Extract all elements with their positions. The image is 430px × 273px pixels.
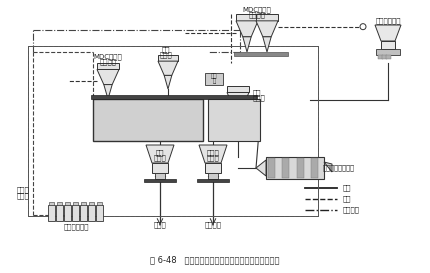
Text: 气体: 气体 <box>342 196 351 202</box>
Bar <box>81 202 86 205</box>
Bar <box>377 55 382 59</box>
Polygon shape <box>323 162 331 172</box>
Text: 分离器: 分离器 <box>252 95 265 101</box>
Bar <box>311 158 318 178</box>
Text: 脱除尘器: 脱除尘器 <box>248 12 265 18</box>
Polygon shape <box>255 160 265 176</box>
Text: 来自烧成窑头热风: 来自烧成窑头热风 <box>322 165 354 171</box>
Text: MDC型煤磨: MDC型煤磨 <box>242 7 271 13</box>
Bar <box>208 99 259 141</box>
Text: 来自原煤输送: 来自原煤输送 <box>375 18 400 24</box>
Text: 防爆: 防爆 <box>210 73 217 79</box>
Bar <box>144 179 175 182</box>
Bar <box>91 95 256 99</box>
Bar <box>93 99 203 141</box>
Text: 旋头阀: 旋头阀 <box>17 187 30 193</box>
Bar <box>208 173 218 179</box>
Text: 煤粉仓: 煤粉仓 <box>153 155 166 161</box>
Bar <box>155 173 165 179</box>
Text: 细粉: 细粉 <box>161 47 170 53</box>
Bar <box>72 205 79 221</box>
Bar <box>48 205 55 221</box>
Bar <box>73 202 78 205</box>
Text: 脱除尘器: 脱除尘器 <box>99 59 116 65</box>
Polygon shape <box>236 21 258 37</box>
Text: 自动灭火装置: 自动灭火装置 <box>63 224 89 230</box>
Text: 去窑头: 去窑头 <box>153 222 166 228</box>
Bar <box>152 163 168 173</box>
Bar <box>375 49 399 55</box>
Polygon shape <box>242 37 251 52</box>
Text: 窑头: 窑头 <box>155 150 164 156</box>
Bar <box>56 205 63 221</box>
Bar <box>265 157 323 179</box>
Polygon shape <box>104 85 112 99</box>
Polygon shape <box>97 70 119 85</box>
Bar <box>65 202 70 205</box>
Text: 去分解炉: 去分解炉 <box>204 222 221 228</box>
Bar <box>381 55 386 59</box>
Polygon shape <box>164 75 172 89</box>
Polygon shape <box>374 25 400 41</box>
Bar <box>158 55 178 61</box>
Bar <box>205 73 222 85</box>
Text: 物料: 物料 <box>342 185 351 191</box>
Bar <box>28 46 317 216</box>
Bar <box>233 52 287 56</box>
Bar <box>80 205 87 221</box>
Bar <box>89 202 94 205</box>
Bar <box>380 41 394 49</box>
Polygon shape <box>227 93 249 108</box>
Polygon shape <box>262 37 270 52</box>
Bar <box>88 205 95 221</box>
Bar <box>64 205 71 221</box>
Bar <box>282 158 289 178</box>
Bar <box>96 205 103 221</box>
Circle shape <box>359 24 365 30</box>
Polygon shape <box>199 145 227 163</box>
Bar <box>227 86 249 93</box>
Text: 图 6-48   配备自动灭火装置的某水泥厂煤粉制备系统: 图 6-48 配备自动灭火装置的某水泥厂煤粉制备系统 <box>150 256 279 265</box>
Text: 灭火气体: 灭火气体 <box>342 207 359 213</box>
Bar <box>49 202 54 205</box>
Text: 阀: 阀 <box>212 78 215 84</box>
Text: 粗粉: 粗粉 <box>252 90 261 96</box>
Bar <box>385 55 390 59</box>
Bar <box>205 163 221 173</box>
Bar <box>57 202 62 205</box>
Text: MDC型煤磨: MDC型煤磨 <box>93 54 122 60</box>
Polygon shape <box>255 21 277 37</box>
Bar <box>267 158 274 178</box>
Text: 选择阀: 选择阀 <box>17 193 30 199</box>
Text: 分离器: 分离器 <box>159 52 172 58</box>
Bar <box>97 63 119 70</box>
Polygon shape <box>146 145 174 163</box>
Text: 分解炉: 分解炉 <box>206 150 219 156</box>
Bar <box>255 14 277 21</box>
Bar <box>97 202 102 205</box>
Bar <box>296 158 303 178</box>
Text: 煤粉仓: 煤粉仓 <box>206 155 219 161</box>
Bar <box>28 46 317 216</box>
Polygon shape <box>233 108 242 122</box>
Bar <box>236 14 258 21</box>
Bar <box>197 179 228 182</box>
Polygon shape <box>158 61 178 75</box>
